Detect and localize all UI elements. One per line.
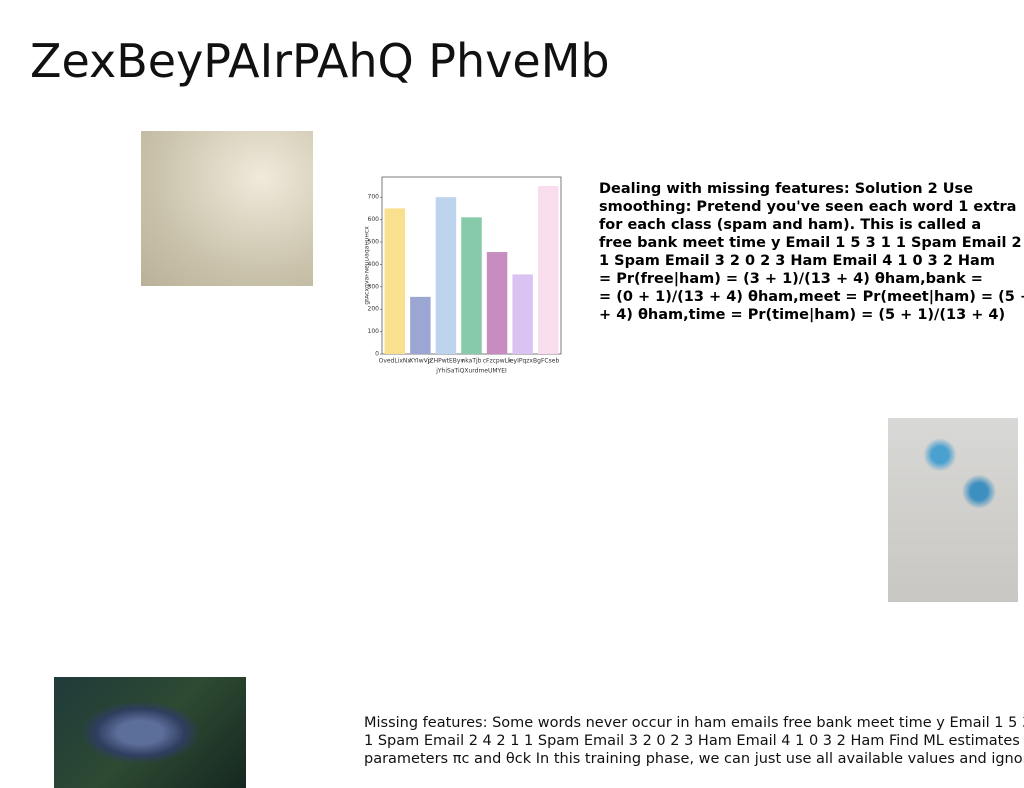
text-line: = (0 + 1)/(13 + 4) θham,meet = Pr(meet|h…	[599, 289, 1024, 305]
y-tick-label: 100	[368, 328, 380, 335]
text-line: parameters πc and θck In this training p…	[364, 751, 1024, 767]
text-line: smoothing: Pretend you've seen each word…	[599, 199, 1017, 215]
bar-chart: 0 100 200 300 400 500 600 700 OvedLixNxXYIwVpjZH…	[365, 176, 562, 375]
x-tick-label: leyIPqzxB	[508, 358, 537, 365]
text-line: for each class (spam and ham). This is c…	[599, 217, 982, 233]
text-line: + 4) θham,time = Pr(time|ham) = (5 + 1)/…	[599, 307, 1006, 323]
text-line: Dealing with missing features: Solution …	[599, 181, 974, 197]
bar	[512, 274, 533, 354]
text-line: 1 Spam Email 3 2 0 2 3 Ham Email 4 1 0 3…	[599, 253, 995, 269]
image-drapery	[141, 131, 313, 286]
image-blue-decor	[888, 418, 1018, 602]
bar	[537, 185, 559, 354]
y-axis-label: gfAcxgVaFNeuDaqaHJIHcx	[365, 226, 371, 305]
text-line: = Pr(free|ham) = (3 + 1)/(13 + 4) θham,b…	[599, 271, 983, 287]
text-block: Missing features: Some words never occur…	[364, 714, 1024, 768]
bar	[461, 217, 482, 354]
bar	[410, 296, 431, 354]
x-tick-label: nkaTjb	[462, 358, 482, 365]
y-tick-label: 300	[368, 283, 380, 290]
x-tick-label: XYIwVp	[409, 358, 432, 365]
text-block: Dealing with missing features: Solution …	[599, 180, 1024, 324]
text-line: free bank meet time y Email 1 5 3 1 1 Sp…	[599, 235, 1024, 251]
x-tick-label: gFCseb	[537, 358, 559, 365]
image-table-setting	[54, 677, 246, 788]
y-tick-label: 400	[368, 261, 380, 268]
text-line: 1 Spam Email 2 4 2 1 1 Spam Email 3 2 0 …	[364, 733, 1020, 749]
bar	[435, 197, 457, 354]
x-axis-label: jYhiSaTiQXurdmeUMYEI	[435, 368, 507, 375]
text-line: Missing features: Some words never occur…	[364, 715, 1024, 731]
y-tick-label: 600	[368, 216, 380, 223]
x-tick-label: cFzcpwLk	[483, 358, 512, 365]
y-tick-label: 700	[368, 194, 380, 201]
x-tick-label: jZHPwtEByv	[427, 358, 465, 365]
y-tick-label: 500	[368, 238, 380, 245]
bar	[384, 208, 406, 354]
y-tick-label: 0	[375, 351, 379, 358]
title: ZexBeyPAIrPAhQ PhveMb	[30, 34, 610, 88]
y-tick-label: 200	[368, 306, 380, 313]
bar	[486, 252, 508, 354]
x-tick-label: OvedLixNx	[379, 358, 412, 365]
